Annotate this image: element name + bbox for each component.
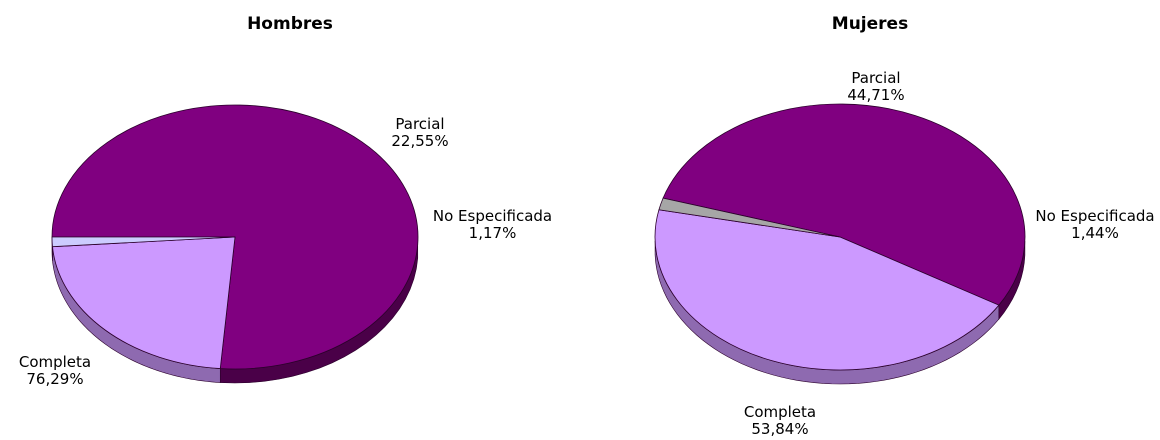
label-completa: Completa 76,29% [0,354,110,388]
chart-hombres: Hombres Parcial 22,55% No Especificada 1… [0,14,565,388]
slice-no-especificada [51,236,236,248]
pie-mujeres [654,103,1026,385]
label-category: Completa [18,353,92,371]
label-category: No Especificada [1035,207,1155,225]
label-category: Parcial [395,115,445,133]
chart-title: Hombres [247,14,333,34]
label-completa: Completa 53,84% [720,404,840,438]
label-value: 44,71% [847,86,905,104]
label-parcial: Parcial 22,55% [360,116,480,150]
slice-completa [662,103,1026,306]
slice-no-especificada [658,197,841,238]
label-value: 76,29% [26,370,84,388]
pie-hombres [51,104,419,384]
label-category: Parcial [851,69,901,87]
chart-mujeres: Mujeres Parcial 44,71% No Especificada 1… [580,0,1160,440]
slice-parcial [52,236,236,369]
label-value: 22,55% [391,132,449,150]
label-category: No Especificada [432,207,553,225]
slice-completa [51,104,419,370]
label-no-especificada: No Especificada 1,17% [420,208,565,242]
label-parcial: Parcial 44,71% [816,70,936,104]
slice-parcial [654,209,1000,371]
label-value: 53,84% [751,420,809,438]
label-category: Completa [743,403,817,421]
label-value: 1,17% [468,224,517,242]
label-no-especificada: No Especificada 1,44% [1030,208,1160,242]
chart-title: Mujeres [831,14,909,34]
label-value: 1,44% [1071,224,1119,242]
